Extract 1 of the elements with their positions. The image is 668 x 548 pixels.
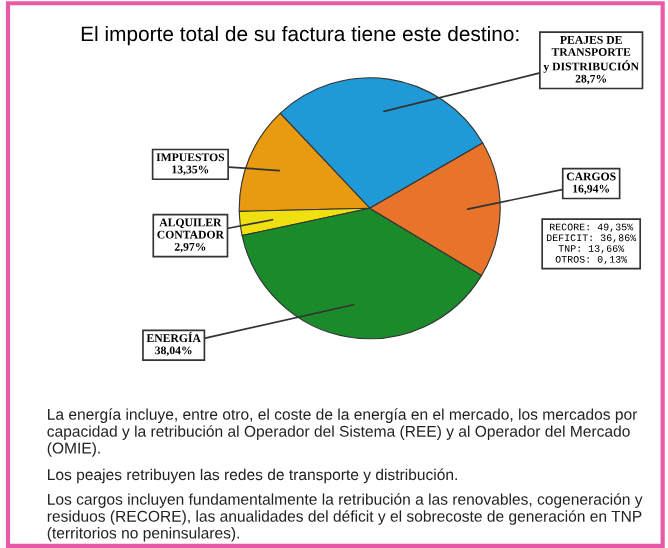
chart-title: El importe total de su factura tiene este destino: xyxy=(81,25,519,46)
